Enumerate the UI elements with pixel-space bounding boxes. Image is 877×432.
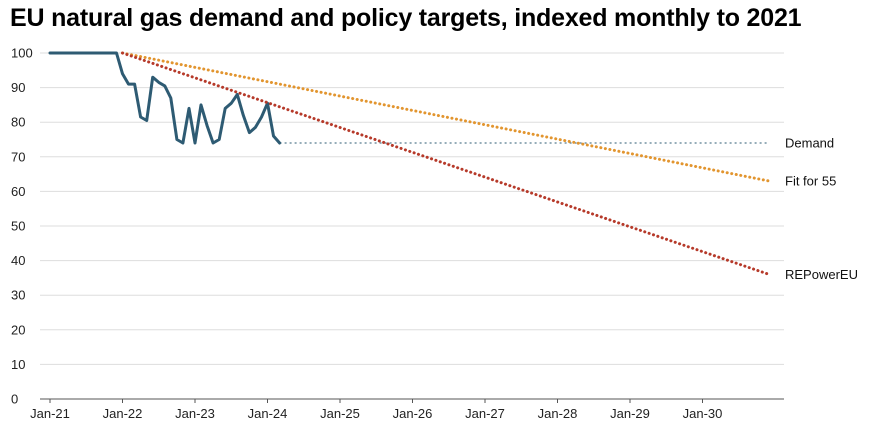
y-tick-label: 70: [11, 149, 25, 164]
x-tick-label: Jan-28: [538, 406, 578, 421]
series-labels: Demand Fit for 55 REPowerEU: [785, 135, 858, 281]
y-tick-label: 0: [11, 392, 18, 407]
y-tick-label: 100: [11, 46, 33, 61]
gridlines: [40, 52, 784, 365]
x-tick-label: Jan-29: [610, 406, 650, 421]
y-tick-label: 30: [11, 288, 25, 303]
series-line-fit-for-55: [121, 51, 771, 183]
x-tick-label: Jan-23: [175, 406, 215, 421]
series-label-fit-for-55: Fit for 55: [785, 174, 836, 189]
x-tick-label: Jan-27: [465, 406, 505, 421]
series-label-demand: Demand: [785, 135, 834, 150]
x-tick-label: Jan-30: [683, 406, 723, 421]
series-lines: [48, 51, 771, 276]
y-tick-label: 60: [11, 184, 25, 199]
chart-title: EU natural gas demand and policy targets…: [10, 4, 802, 32]
y-tick-label: 20: [11, 322, 25, 337]
x-tick-label: Jan-21: [30, 406, 70, 421]
series-line-repowereu: [121, 51, 771, 276]
y-tick-label: 50: [11, 219, 25, 234]
y-tick-label: 40: [11, 253, 25, 268]
y-axis-tick-labels: 0 10 20 30 40 50 60 70 80 90 100: [11, 46, 33, 407]
x-axis-tick-labels: Jan-21 Jan-22 Jan-23 Jan-24 Jan-25 Jan-26 Jan-…: [30, 399, 722, 421]
x-tick-label: Jan-26: [393, 406, 433, 421]
x-tick-label: Jan-22: [103, 406, 143, 421]
series-label-repowereu: REPowerEU: [785, 267, 858, 282]
x-tick-label: Jan-24: [248, 406, 288, 421]
y-tick-label: 10: [11, 357, 25, 372]
series-line-demand: [48, 51, 282, 145]
x-tick-label: Jan-25: [320, 406, 360, 421]
y-tick-label: 80: [11, 115, 25, 130]
y-tick-label: 90: [11, 80, 25, 95]
